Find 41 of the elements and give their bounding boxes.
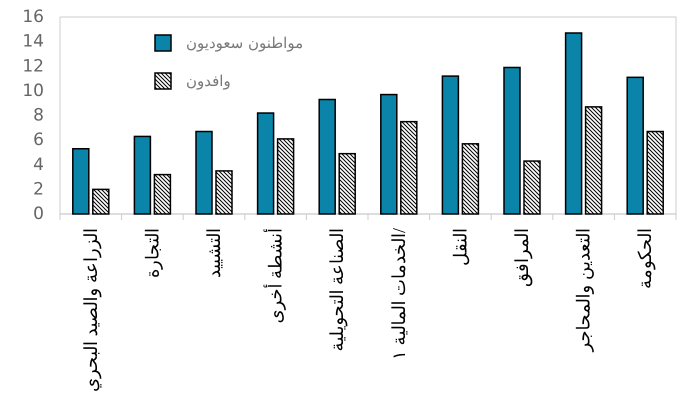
x-tick-label: أنشطة أخرى (264, 228, 287, 324)
bar (195, 130, 213, 215)
bar (338, 152, 356, 215)
x-tick-label: الخدمات المالية ١/ (388, 228, 409, 360)
bar (503, 66, 521, 215)
bar (462, 143, 480, 215)
bar (92, 188, 110, 215)
x-tick-label: الحكومة (635, 228, 656, 289)
y-tick-label: 14 (22, 32, 44, 52)
legend-label: مواطنون سعوديون (186, 34, 304, 52)
bar (318, 98, 336, 215)
y-tick-label: 16 (22, 7, 44, 27)
bar (380, 94, 398, 215)
bar (134, 136, 152, 215)
bar (584, 106, 602, 215)
bar (72, 148, 90, 215)
y-tick-label: 8 (33, 106, 44, 126)
bar (256, 112, 274, 215)
bar (400, 120, 418, 215)
y-tick-label: 6 (33, 130, 44, 150)
y-tick-label: 2 (33, 179, 44, 200)
bar (442, 75, 460, 215)
x-tick-label: النقل (450, 228, 470, 266)
x-tick-label: المرافق (512, 228, 533, 287)
x-tick-label: التعدين والمحاجر (574, 228, 595, 352)
bar (276, 138, 294, 215)
y-tick-label: 0 (33, 204, 44, 224)
bar (646, 130, 664, 215)
x-tick-label: الصناعة التحويلية (327, 228, 348, 352)
x-tick-label: التجارة (142, 228, 164, 278)
y-tick-label: 4 (33, 154, 44, 175)
x-tick-label: الزراعة والصيد البحري (80, 228, 102, 392)
bar (215, 170, 233, 215)
bar (564, 32, 582, 215)
x-tick-label: التشييد (204, 228, 224, 278)
y-tick-label: 10 (22, 80, 44, 101)
bar (626, 76, 644, 215)
legend-label: وافدون (186, 72, 231, 90)
y-tick-label: 12 (22, 56, 44, 76)
bar (154, 174, 172, 215)
bar (523, 160, 541, 215)
